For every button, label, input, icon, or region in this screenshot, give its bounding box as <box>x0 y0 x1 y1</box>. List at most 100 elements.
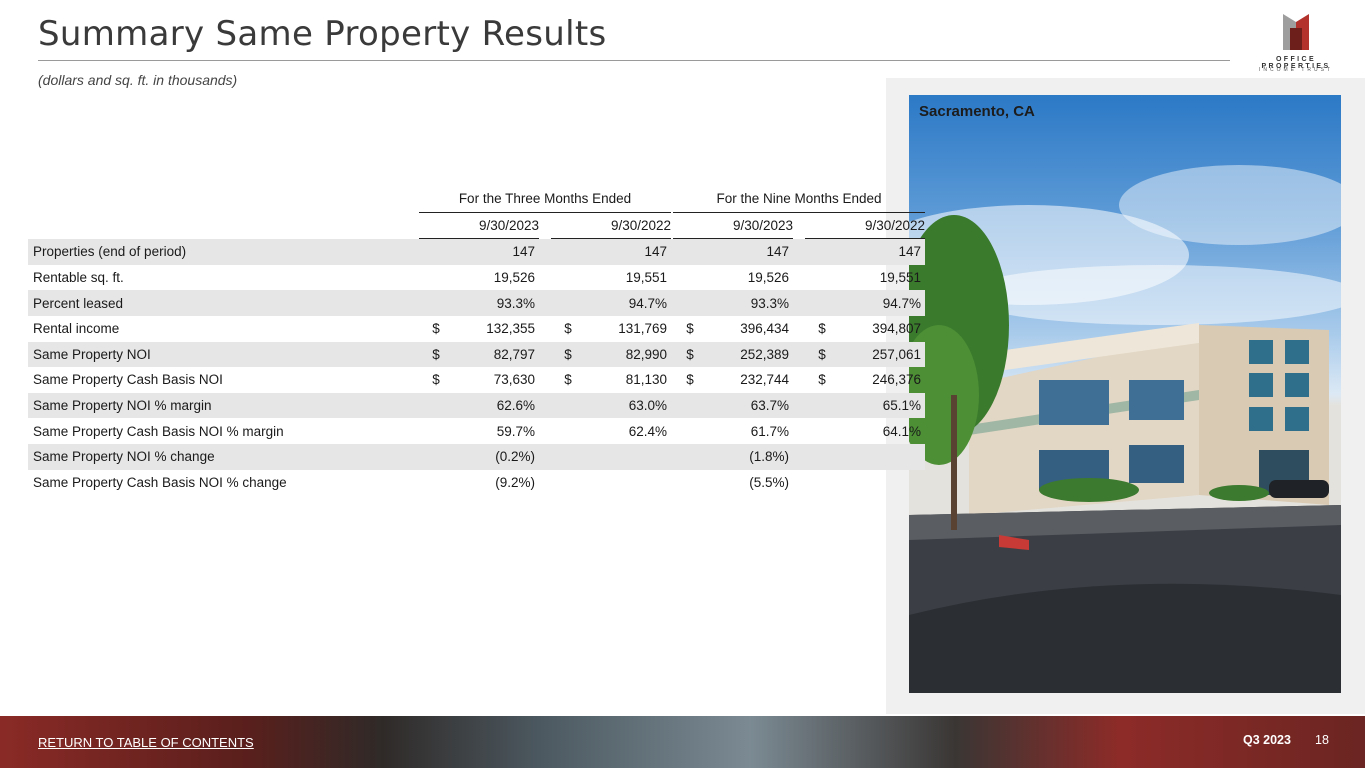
table-row: Same Property Cash Basis NOI % margin 59.… <box>28 418 925 444</box>
cell-value: 147 <box>833 238 925 265</box>
currency-symbol <box>805 470 833 496</box>
cell-value: 252,389 <box>701 341 793 368</box>
table-row: Percent leased 93.3% 94.7% 93.3% 94.7% <box>28 290 925 316</box>
currency-symbol <box>551 265 579 291</box>
currency-symbol <box>805 290 833 316</box>
currency-symbol: $ <box>818 321 826 337</box>
row-label: Percent leased <box>28 290 419 316</box>
date-header-col-1: 9/30/2023 <box>419 212 539 240</box>
cell-value: 61.7% <box>750 423 789 439</box>
cell-value: 394,807 <box>872 321 921 337</box>
page-title: Summary Same Property Results <box>38 14 607 54</box>
page-subtitle: (dollars and sq. ft. in thousands) <box>38 72 238 88</box>
cell-value: 81,130 <box>625 372 667 388</box>
currency-symbol <box>551 470 579 496</box>
cell-value: 94.7% <box>833 290 925 316</box>
currency-symbol: $ <box>419 341 447 368</box>
currency-symbol: $ <box>551 341 579 368</box>
table-row: Rental income $132,355 $131,769 $396,434 $39… <box>28 316 925 342</box>
cell-value: 94.7% <box>579 290 671 316</box>
cell-value: 62.4% <box>628 423 667 439</box>
cell-value: 59.7% <box>496 423 535 439</box>
currency-symbol <box>551 238 579 265</box>
currency-symbol: $ <box>564 372 572 388</box>
table-row: Properties (end of period) 147 147 147 147 <box>28 238 925 265</box>
cell-value: 19,526 <box>493 270 535 286</box>
currency-symbol <box>673 470 701 496</box>
row-label: Same Property Cash Basis NOI <box>33 372 223 388</box>
row-label: Same Property Cash Basis NOI % margin <box>33 423 284 439</box>
row-label: Properties (end of period) <box>28 238 419 265</box>
currency-symbol <box>419 238 447 265</box>
date-header-col-4: 9/30/2022 <box>805 212 925 240</box>
cell-value: 132,355 <box>486 321 535 337</box>
cell-value: 232,744 <box>740 372 789 388</box>
cell-value: 63.0% <box>579 392 671 419</box>
cell-value <box>833 443 925 470</box>
property-photo: Sacramento, CA <box>909 95 1341 693</box>
date-header-col-3: 9/30/2023 <box>673 212 793 240</box>
return-to-toc-link[interactable]: RETURN TO TABLE OF CONTENTS <box>38 735 254 750</box>
same-property-results-table: For the Three Months Ended For the Nine … <box>28 186 925 495</box>
currency-symbol: $ <box>432 372 440 388</box>
building-illustration <box>909 165 1341 693</box>
cell-value: 19,551 <box>879 270 921 286</box>
cell-value: 82,990 <box>579 341 671 368</box>
group-header-three-months: For the Three Months Ended <box>419 186 671 213</box>
cell-value: 131,769 <box>618 321 667 337</box>
currency-symbol <box>419 418 447 444</box>
currency-symbol: $ <box>432 321 440 337</box>
cell-value: 19,551 <box>625 270 667 286</box>
page-number: 18 <box>1315 733 1329 747</box>
row-label: Same Property NOI % margin <box>28 392 419 419</box>
cell-value: 147 <box>579 238 671 265</box>
cell-value: 73,630 <box>493 372 535 388</box>
currency-symbol <box>551 392 579 419</box>
cell-value: 147 <box>447 238 539 265</box>
currency-symbol <box>419 265 447 291</box>
cell-value: 65.1% <box>833 392 925 419</box>
currency-symbol <box>673 238 701 265</box>
currency-symbol <box>673 418 701 444</box>
currency-symbol: $ <box>673 341 701 368</box>
row-label: Rentable sq. ft. <box>33 270 124 286</box>
currency-symbol <box>419 290 447 316</box>
currency-symbol <box>673 392 701 419</box>
row-label: Same Property NOI <box>28 341 419 368</box>
cell-value: (0.2%) <box>447 443 539 470</box>
cell-value: (5.5%) <box>749 474 789 490</box>
footer-bar: RETURN TO TABLE OF CONTENTS Q3 2023 18 <box>0 716 1365 768</box>
cell-value: 82,797 <box>447 341 539 368</box>
title-divider <box>38 60 1230 61</box>
currency-symbol <box>805 265 833 291</box>
photo-caption: Sacramento, CA <box>919 103 1035 120</box>
logo-mark-icon <box>1283 14 1309 50</box>
cell-value: 62.6% <box>447 392 539 419</box>
currency-symbol: $ <box>805 341 833 368</box>
table-group-header-row: For the Three Months Ended For the Nine … <box>28 186 925 213</box>
cell-value: 93.3% <box>701 290 793 316</box>
cell-value: 396,434 <box>740 321 789 337</box>
currency-symbol <box>419 470 447 496</box>
currency-symbol <box>551 418 579 444</box>
table-body: Properties (end of period) 147 147 147 147 Re… <box>28 238 925 496</box>
cell-value: (9.2%) <box>495 474 535 490</box>
cell-value <box>579 443 671 470</box>
cell-value: 19,526 <box>747 270 789 286</box>
table-date-header-row: 9/30/2023 9/30/2022 9/30/2023 9/30/2022 <box>28 212 925 240</box>
group-header-nine-months: For the Nine Months Ended <box>673 186 925 213</box>
currency-symbol: $ <box>686 321 694 337</box>
logo-text-secondary: INCOME TRUST <box>1259 67 1333 73</box>
table-row: Same Property NOI $82,797 $82,990 $252,389 $… <box>28 341 925 368</box>
table-row: Same Property Cash Basis NOI % change (9.… <box>28 470 925 496</box>
cell-value: 93.3% <box>447 290 539 316</box>
table-row: Rentable sq. ft. 19,526 19,551 19,526 19,551 <box>28 265 925 291</box>
cell-value: 63.7% <box>701 392 793 419</box>
currency-symbol <box>551 290 579 316</box>
logo-text-primary: OFFICE PROPERTIES <box>1261 56 1331 70</box>
currency-symbol: $ <box>564 321 572 337</box>
currency-symbol <box>419 392 447 419</box>
currency-symbol <box>419 443 447 470</box>
cell-value: (1.8%) <box>701 443 793 470</box>
currency-symbol <box>805 443 833 470</box>
